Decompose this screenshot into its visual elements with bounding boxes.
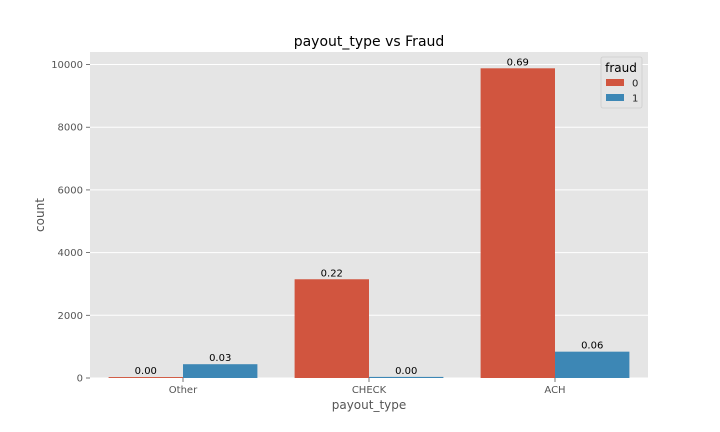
y-tick-label: 6000 [58,185,83,196]
y-tick-label: 2000 [58,311,83,322]
bar-other-fraud-1 [183,364,258,378]
x-tick-label: Other [169,385,198,396]
legend-title: fraud [605,61,637,75]
y-axis-ticks: 0 2000 4000 6000 8000 10000 [51,60,90,385]
bar-value-label: 0.06 [581,341,603,352]
bar-check-fraud-1 [369,376,444,378]
bar-value-label: 0.03 [209,353,231,364]
bar-value-label: 0.22 [321,268,343,279]
legend-swatch-fraud-1 [606,94,624,101]
bar-ach-fraud-1 [555,351,630,378]
y-axis-title: count [33,198,47,232]
bar-ach-fraud-0 [480,68,555,379]
x-tick-label: ACH [544,385,565,396]
y-tick-label: 0 [77,374,83,385]
x-axis-title: payout_type [332,398,407,412]
y-tick-label: 8000 [58,123,83,134]
bar-value-label: 0.00 [135,366,157,377]
y-tick-label: 10000 [51,60,83,71]
bar-value-label: 0.00 [395,366,417,377]
chart-title: payout_type vs Fraud [294,34,445,50]
legend-swatch-fraud-0 [606,79,624,86]
y-tick-label: 4000 [58,248,83,259]
x-tick-label: CHECK [352,385,387,396]
bar-labels: 0.00 0.03 0.22 0.00 0.69 0.06 [135,57,604,377]
bars [108,68,630,379]
bar-other-fraud-0 [108,377,183,378]
x-axis-ticks: Other CHECK ACH [169,378,566,396]
bar-check-fraud-0 [294,279,369,378]
legend: fraud 0 1 [600,56,643,109]
legend-label-fraud-0: 0 [632,79,638,90]
legend-label-fraud-1: 1 [632,94,638,105]
bar-value-label: 0.69 [507,57,529,68]
